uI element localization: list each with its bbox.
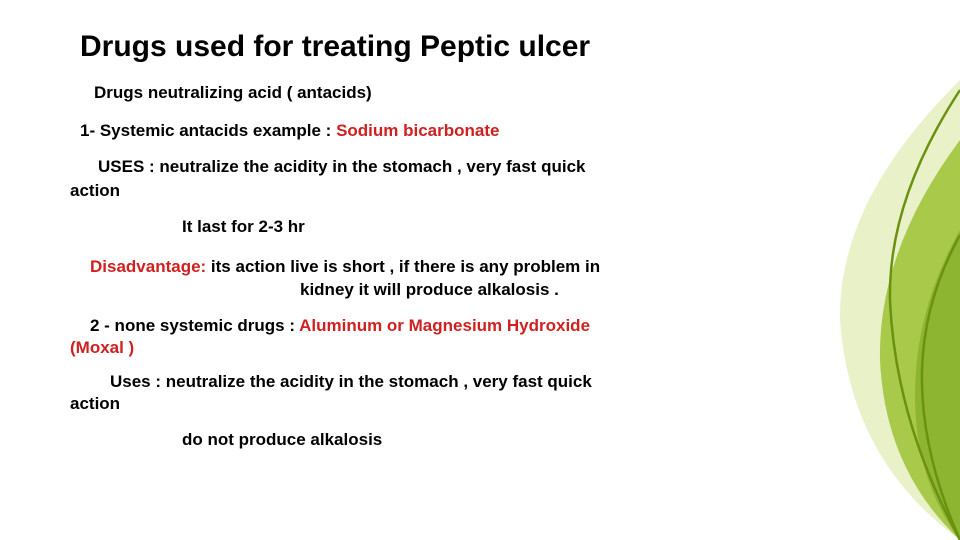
item-1-prefix: 1- Systemic antacids example : <box>80 121 336 140</box>
action-2: action <box>70 393 830 415</box>
disadvantage-line-2: kidney it will produce alkalosis . <box>300 279 830 301</box>
uses-2: Uses : neutralize the acidity in the sto… <box>110 371 830 393</box>
uses-1: USES : neutralize the acidity in the sto… <box>98 156 830 178</box>
disadvantage-label: Disadvantage: <box>90 257 206 276</box>
item-2-drug: Aluminum or Magnesium Hydroxide <box>299 316 590 335</box>
item-2-drug-cont: (Moxal ) <box>70 337 830 359</box>
leaf-decoration-icon <box>790 0 960 540</box>
subtitle: Drugs neutralizing acid ( antacids) <box>94 82 830 104</box>
disadvantage-line-1: Disadvantage: its action live is short ,… <box>90 256 830 278</box>
item-1-drug: Sodium bicarbonate <box>336 121 499 140</box>
disadvantage-text-1: its action live is short , if there is a… <box>206 257 600 276</box>
action-1: action <box>70 180 830 202</box>
duration-1: It last for 2-3 hr <box>182 216 830 238</box>
item-2-prefix: 2 - none systemic drugs : <box>90 316 299 335</box>
item-2: 2 - none systemic drugs : Aluminum or Ma… <box>90 315 830 337</box>
no-alkalosis: do not produce alkalosis <box>182 429 830 451</box>
slide-title: Drugs used for treating Peptic ulcer <box>80 30 830 64</box>
item-1: 1- Systemic antacids example : Sodium bi… <box>80 120 830 142</box>
